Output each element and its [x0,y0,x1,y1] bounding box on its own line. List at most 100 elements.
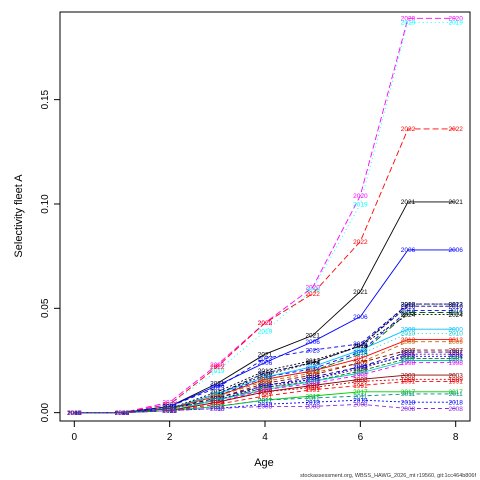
point-label: 2008 [305,404,320,411]
point-label: 2001 [448,356,463,363]
point-label: 2022 [401,126,416,133]
point-label: 1998 [258,387,273,394]
point-label: 2019 [67,410,82,417]
point-label: 2011 [210,404,224,411]
point-label: 2004 [353,364,368,371]
x-tick-label: 0 [72,432,78,443]
point-label: 2013 [115,410,130,417]
point-label: 2015 [258,377,273,384]
point-label: 1996 [448,352,463,359]
series-line-2022 [74,128,456,414]
point-label: 2020 [162,400,177,407]
point-label: 2001 [210,397,225,404]
point-label: 2016 [162,406,177,413]
point-label: 1991 [448,379,463,386]
point-label: 2014 [115,410,130,417]
point-label: 2017 [353,389,368,396]
point-label: 2023 [162,404,177,411]
point-label: 2015 [401,310,416,317]
point-label: 2023 [210,385,225,392]
point-label: 2024 [115,410,130,417]
point-label: 2012 [210,393,225,400]
point-label: 2013 [448,301,463,308]
point-label: 2024 [258,372,273,379]
point-label: 1991 [305,387,320,394]
point-label: 2021 [353,289,368,296]
point-label: 2022 [162,402,177,409]
point-label: 1999 [210,400,225,407]
point-label: 2003 [210,400,225,407]
point-label: 1999 [448,377,463,384]
point-label: 2007 [210,395,225,402]
point-label: 2009 [162,406,177,413]
point-label: 2000 [258,374,273,381]
point-label: 2017 [401,389,416,396]
point-label: 2019 [162,402,177,409]
point-label: 1998 [448,360,463,367]
point-label: 2003 [115,410,130,417]
point-label: 2019 [401,20,416,27]
point-label: 2016 [353,343,368,350]
point-label: 2000 [67,410,82,417]
point-label: 2003 [401,372,416,379]
x-tick-label: 8 [453,432,459,443]
point-label: 2011 [401,391,415,398]
point-label: 1997 [448,349,463,356]
x-tick-label: 2 [167,432,173,443]
point-label: 1991 [67,410,82,417]
point-label: 2015 [305,368,320,375]
point-label: 2001 [162,406,177,413]
y-axis-title: Selectivity fleet A [13,174,25,258]
x-tick-label: 4 [262,432,268,443]
point-label: 2015 [67,410,82,417]
point-label: 2023 [401,301,416,308]
point-label: 1996 [210,397,225,404]
point-label: 2011 [449,391,463,398]
point-label: 2016 [401,304,416,311]
point-label: 2000 [115,410,130,417]
point-label: 2006 [115,410,130,417]
point-label: 2013 [162,406,177,413]
point-label: 2004 [258,383,273,390]
point-label: 2009 [448,339,463,346]
point-label: 2010 [115,410,130,417]
point-label: 2010 [305,368,320,375]
point-label: 2010 [353,352,368,359]
point-label: 2013 [401,301,416,308]
point-label: 1999 [115,410,130,417]
series-layer [74,17,456,414]
point-label: 2004 [115,410,130,417]
point-label: 2001 [353,368,368,375]
point-label: 2020 [115,410,130,417]
point-label: 2001 [401,356,416,363]
y-tick-label: 0.10 [40,194,51,214]
point-label: 2016 [210,391,225,398]
point-label: 2024 [353,343,368,350]
series-line-2010 [74,332,456,414]
point-label: 2010 [401,331,416,338]
point-label: 2020 [258,320,273,327]
point-label: 2017 [448,389,463,396]
point-label: 2022 [115,410,130,417]
point-label: 2005 [401,358,416,365]
point-label: 2021 [258,352,273,359]
point-label: 2017 [305,393,320,400]
point-label: 2004 [210,397,225,404]
point-label: 2021 [448,199,463,206]
point-label: 2010 [258,377,273,384]
point-label: 2014 [305,366,320,373]
point-label: 2006 [210,383,225,390]
point-label: 2021 [305,333,320,340]
y-axis: 0.00 0.05 0.10 0.15 [40,89,60,422]
point-label: 2018 [305,400,320,407]
point-label: 2001 [258,385,273,392]
point-label: 1998 [115,410,130,417]
point-label: 2018 [448,400,463,407]
point-label: 2003 [162,408,177,415]
point-label: 2018 [162,408,177,415]
point-label: 2004 [448,354,463,361]
point-label: 2015 [162,406,177,413]
point-label: 2008 [353,402,368,409]
point-label: 2005 [305,379,320,386]
